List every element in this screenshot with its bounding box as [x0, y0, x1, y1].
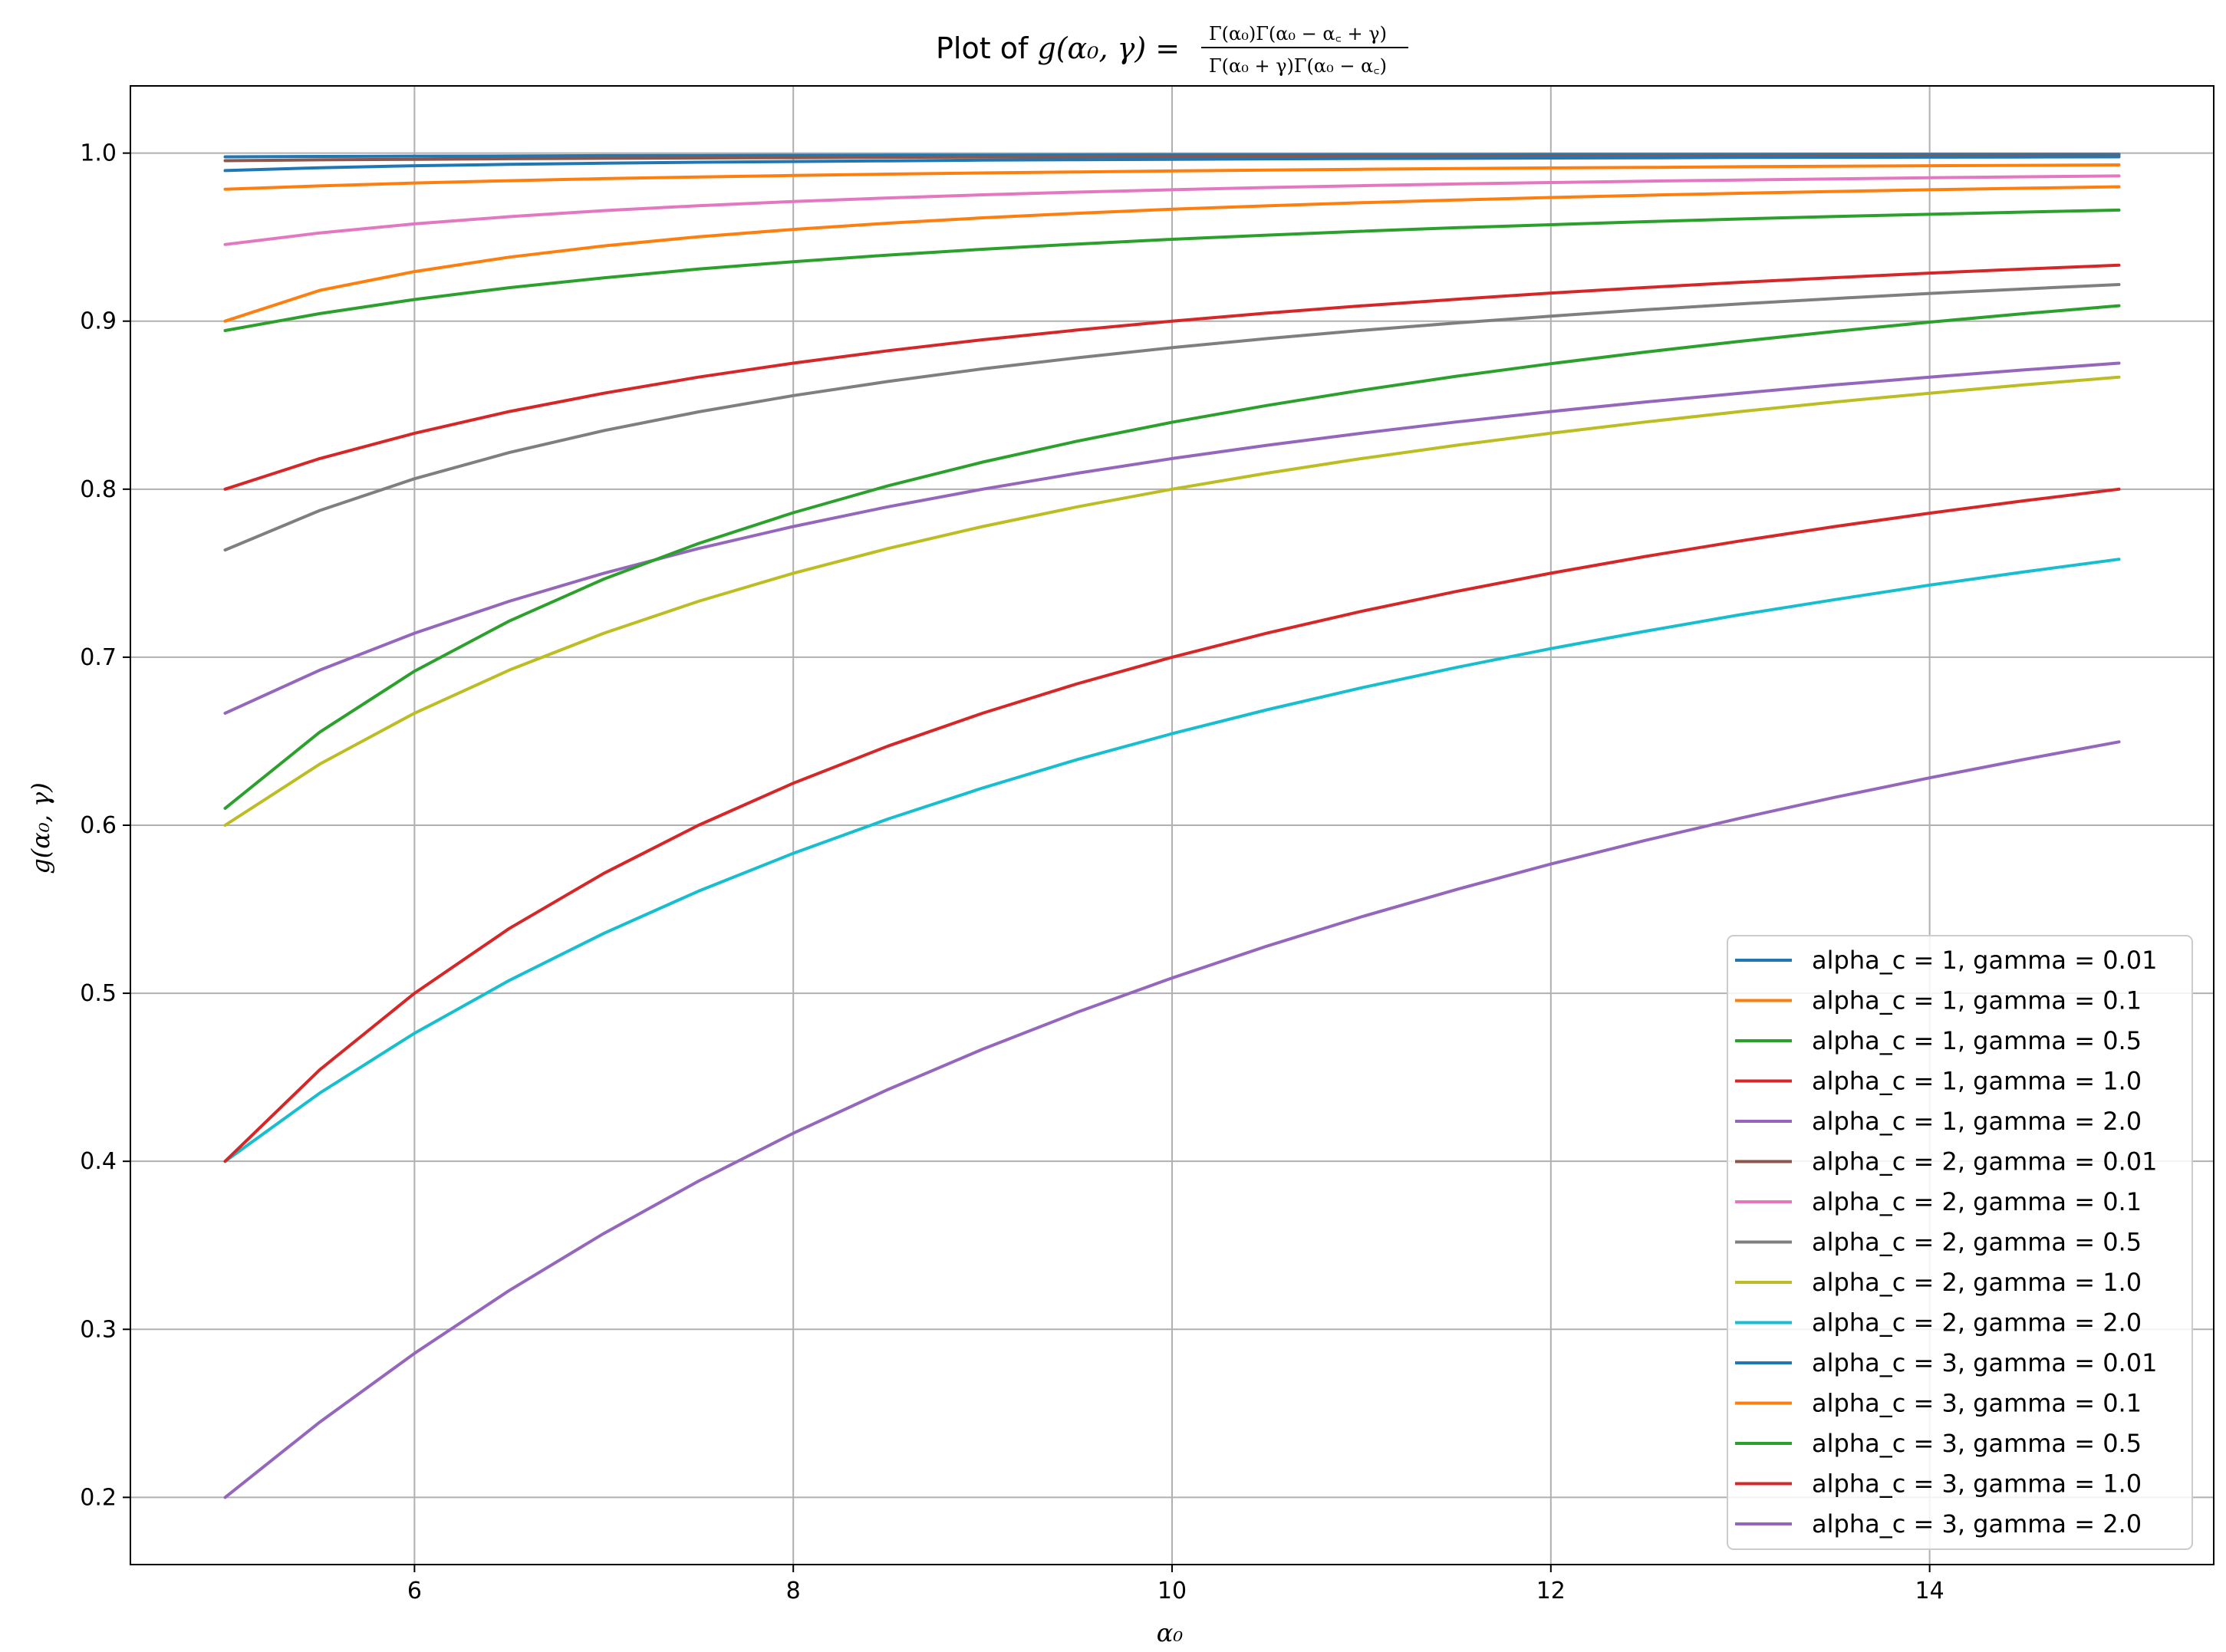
svg-text:Plot of g(α₀, γ) =: Plot of g(α₀, γ) =	[936, 31, 1180, 65]
y-tick-label: 1.0	[80, 140, 117, 167]
series-line-7	[223, 174, 2121, 246]
y-tick-label: 0.7	[80, 644, 117, 671]
y-tick-label: 0.2	[80, 1484, 117, 1511]
title-denominator: Γ(α₀ + γ)Γ(α₀ − α꜀)	[1209, 55, 1387, 77]
legend-entry-label: alpha_c = 1, gamma = 2.0	[1812, 1107, 2142, 1136]
legend-entry-label: alpha_c = 2, gamma = 0.5	[1812, 1228, 2142, 1257]
series-line-4	[223, 263, 2121, 491]
y-tick-label: 0.8	[80, 476, 117, 503]
legend-entry-label: alpha_c = 3, gamma = 2.0	[1812, 1509, 2142, 1538]
series-line-12	[223, 185, 2121, 323]
legend-entry-label: alpha_c = 1, gamma = 0.1	[1812, 986, 2142, 1015]
series-line-8	[223, 283, 2121, 552]
y-tick-label: 0.9	[80, 308, 117, 335]
y-axis-label: g(α₀, γ)	[26, 782, 55, 874]
legend-box	[1727, 935, 2193, 1550]
y-tick-label: 0.3	[80, 1316, 117, 1343]
legend-entry-label: alpha_c = 2, gamma = 2.0	[1812, 1308, 2142, 1338]
x-tick-label: 14	[1915, 1578, 1944, 1604]
series-line-6	[223, 153, 2121, 163]
legend-entry-label: alpha_c = 2, gamma = 0.1	[1812, 1187, 2142, 1216]
y-tick-label: 0.5	[80, 980, 117, 1007]
y-tick-label: 0.6	[80, 812, 117, 839]
y-tick-label: 0.4	[80, 1148, 117, 1175]
title-math: g(α₀, γ) =	[1037, 31, 1180, 65]
chart-title: Plot of g(α₀, γ) = Γ(α₀)Γ(α₀ − α꜀ + γ) Γ…	[936, 23, 1408, 77]
title-numerator: Γ(α₀)Γ(α₀ − α꜀ + γ)	[1209, 23, 1387, 44]
series-lines	[223, 153, 2121, 1499]
series-line-15	[223, 740, 2121, 1499]
series-line-11	[223, 155, 2121, 173]
legend-entry-label: alpha_c = 3, gamma = 0.1	[1812, 1389, 2142, 1418]
legend: alpha_c = 1, gamma = 0.01 alpha_c = 1, ga…	[1727, 935, 2193, 1550]
legend-entry-label: alpha_c = 1, gamma = 0.01	[1812, 946, 2157, 975]
legend-entry-label: alpha_c = 3, gamma = 1.0	[1812, 1469, 2142, 1499]
x-axis-label: α₀	[1157, 1618, 1184, 1647]
legend-entry-label: alpha_c = 2, gamma = 0.01	[1812, 1147, 2157, 1176]
series-line-10	[223, 558, 2121, 1163]
legend-entry-label: alpha_c = 1, gamma = 0.5	[1812, 1026, 2142, 1055]
series-line-9	[223, 375, 2121, 827]
x-tick-label: 8	[786, 1578, 801, 1604]
legend-entry-label: alpha_c = 3, gamma = 0.01	[1812, 1348, 2157, 1377]
x-tick-label: 12	[1536, 1578, 1566, 1604]
series-line-3	[223, 208, 2121, 332]
series-line-14	[223, 487, 2121, 1163]
x-axis-ticks: 6 8 10 12 14	[407, 1565, 1944, 1604]
title-prefix: Plot of	[936, 31, 1037, 65]
x-tick-label: 10	[1157, 1578, 1187, 1604]
series-line-5	[223, 361, 2121, 715]
legend-entry-label: alpha_c = 1, gamma = 1.0	[1812, 1067, 2142, 1096]
legend-entry-label: alpha_c = 3, gamma = 0.5	[1812, 1429, 2142, 1458]
series-line-13	[223, 304, 2121, 810]
series-line-2	[223, 163, 2121, 191]
legend-entry-label: alpha_c = 2, gamma = 1.0	[1812, 1268, 2142, 1297]
x-tick-label: 6	[407, 1578, 422, 1604]
y-axis-ticks: 0.2 0.3 0.4 0.5 0.6 0.7 0.8 0.9 1.0	[80, 140, 130, 1511]
